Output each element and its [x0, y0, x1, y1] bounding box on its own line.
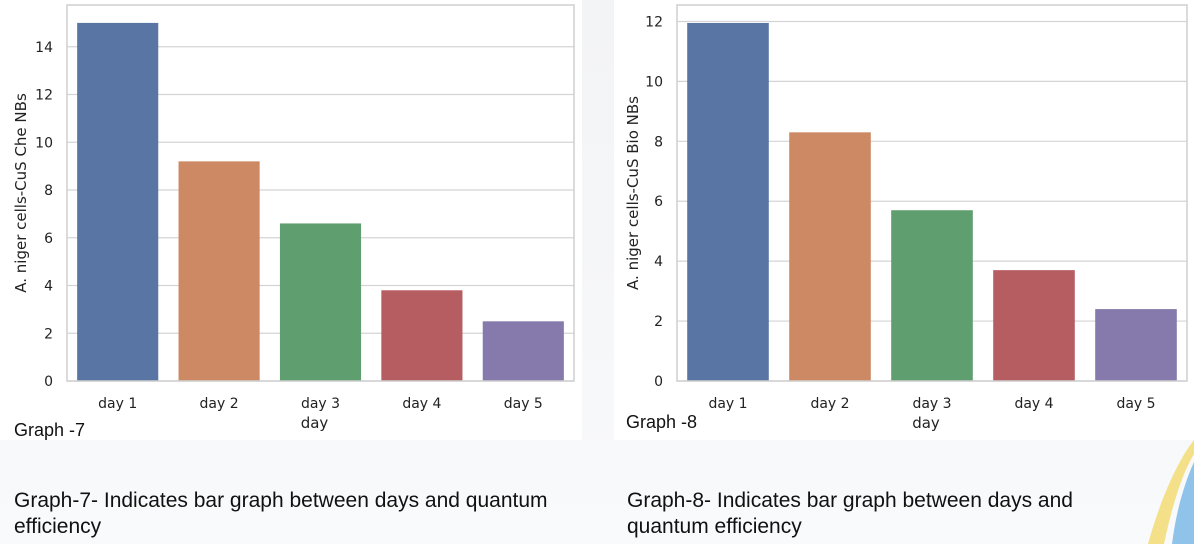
y-tick-label: 4: [44, 279, 53, 295]
x-tick-label: day 1: [708, 396, 747, 412]
bar-day-3: [279, 223, 362, 381]
bar-day-4: [381, 290, 463, 381]
chart-panel-graph-7: 0 2 4 6 8 10 12 14 day 1 day 2 day 3 day 4 day 5 day A…: [0, 0, 582, 440]
x-tick-label: day 2: [810, 396, 849, 412]
x-axis-title: day: [301, 414, 329, 432]
y-tick-label: 10: [645, 74, 663, 90]
graph-label-7: Graph -7: [14, 420, 86, 440]
bar-day-1: [77, 22, 159, 382]
y-tick-label: 14: [35, 40, 53, 56]
caption-graph-8: Graph-8- Indicates bar graph between day…: [627, 489, 1073, 538]
bar-day-2: [789, 132, 871, 381]
y-tick-label: 12: [35, 88, 53, 104]
chart-panel-graph-8: 0 2 4 6 8 10 12 day 1 day 2 day 3 day 4 day 5 day A. …: [614, 0, 1194, 440]
y-tick-label: 10: [35, 135, 53, 151]
y-axis-title: A. niger cells-CuS Bio NBs: [624, 96, 642, 290]
plot-frame: [676, 4, 1188, 382]
x-tick-label: day 3: [912, 396, 951, 412]
y-tick-label: 12: [645, 14, 663, 30]
y-tick-label: 4: [654, 254, 663, 270]
x-tick-label: day 5: [1116, 396, 1155, 412]
bar-day-5: [1095, 309, 1177, 381]
decorative-swoosh: [1148, 440, 1194, 544]
bar-day-3: [891, 210, 973, 381]
x-tick-label: day 2: [200, 396, 239, 412]
x-tick-label: day 1: [98, 396, 137, 412]
x-tick-label: day 5: [504, 396, 543, 412]
graph-label-8: Graph -8: [626, 412, 698, 432]
y-tick-label: 0: [654, 374, 663, 390]
y-tick-label: 2: [44, 326, 53, 342]
y-tick-label: 6: [654, 194, 663, 210]
plot-frame: [66, 4, 575, 382]
bar-day-5: [482, 321, 564, 381]
bar-chart-graph-7: 0 2 4 6 8 10 12 14 day 1 day 2 day 3 day 4 day 5 day A…: [12, 4, 575, 432]
x-tick-label: day 4: [402, 396, 441, 412]
bar-day-4: [993, 270, 1075, 381]
y-tick-label: 8: [654, 134, 663, 150]
x-tick-label: day 3: [301, 396, 340, 412]
y-tick-label: 2: [654, 314, 663, 330]
y-tick-label: 6: [44, 231, 53, 247]
y-tick-label: 0: [44, 374, 53, 390]
x-tick-label: day 4: [1014, 396, 1053, 412]
y-tick-label: 8: [44, 183, 53, 199]
bar-day-1: [687, 22, 769, 381]
bar-day-2: [178, 161, 260, 381]
caption-graph-7: Graph-7- Indicates bar graph between day…: [14, 489, 548, 538]
bar-chart-graph-8: 0 2 4 6 8 10 12 day 1 day 2 day 3 day 4 day 5 day A. …: [624, 4, 1188, 432]
x-axis-title: day: [912, 414, 940, 432]
y-axis-title: A. niger cells-CuS Che NBs: [12, 93, 30, 293]
